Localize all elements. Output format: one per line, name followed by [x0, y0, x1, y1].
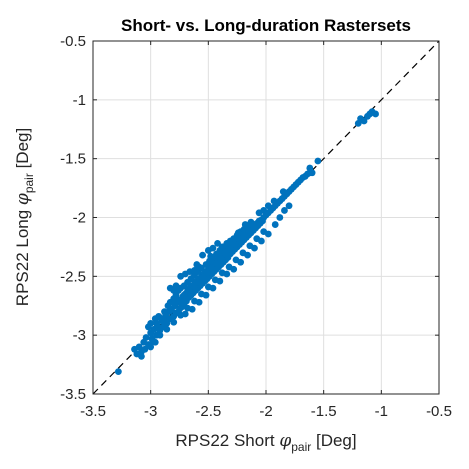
x-tick-label: -2 [259, 403, 272, 420]
data-point [265, 202, 272, 209]
y-tick-label: -2 [73, 210, 86, 227]
data-point [131, 346, 138, 353]
y-axis-label-subscript: pair [22, 173, 36, 193]
data-point [272, 221, 279, 228]
y-tick-label: -0.5 [60, 33, 86, 50]
y-axis-label-suffix: [Deg] [13, 128, 32, 173]
x-tick-label: -0.5 [426, 403, 452, 420]
data-point [265, 231, 272, 238]
data-point [145, 324, 152, 331]
data-point [372, 111, 379, 118]
data-point [251, 245, 258, 252]
x-tick-label: -3 [144, 403, 157, 420]
y-axis-label-prefix: RPS22 Long [13, 205, 32, 306]
data-point [235, 229, 242, 236]
x-tick-label: -2.5 [195, 403, 221, 420]
data-point [173, 282, 180, 289]
data-point [138, 353, 145, 360]
data-point [237, 259, 244, 266]
data-point [258, 238, 265, 245]
data-point [230, 266, 237, 273]
data-point [196, 299, 203, 306]
data-point [182, 311, 189, 318]
data-point [242, 221, 249, 228]
data-point [219, 244, 226, 251]
data-point [315, 158, 322, 165]
data-point [189, 306, 196, 313]
data-point [210, 285, 217, 292]
x-tick-label: -1.5 [311, 403, 337, 420]
data-point [223, 271, 230, 278]
x-axis-label: RPS22 Short φpair [Deg] [175, 431, 356, 454]
chart-title: Short- vs. Long-duration Rastersets [121, 16, 411, 35]
x-axis-label-prefix: RPS22 Short [175, 431, 279, 450]
x-tick-label: -3.5 [80, 403, 106, 420]
data-point [271, 198, 278, 205]
data-point [207, 253, 214, 260]
data-point [167, 307, 174, 314]
x-axis-label-subscript: pair [291, 440, 311, 454]
data-point [276, 214, 283, 221]
data-point [152, 339, 159, 346]
y-axis-label: RPS22 Long φpair [Deg] [13, 128, 36, 306]
data-point [193, 261, 200, 268]
data-point [203, 292, 210, 299]
data-point [115, 368, 122, 375]
data-point [250, 222, 257, 229]
data-point [244, 252, 251, 259]
data-point [170, 319, 177, 326]
x-tick-label: -1 [375, 403, 388, 420]
data-point [280, 188, 287, 195]
y-tick-label: -1 [73, 92, 86, 109]
y-tick-label: -3.5 [60, 386, 86, 403]
y-axis-label-symbol: φ [13, 193, 33, 205]
data-point [199, 252, 206, 259]
data-point [156, 332, 163, 339]
data-point [309, 169, 316, 176]
y-tick-label: -3 [73, 327, 86, 344]
data-point [286, 202, 293, 209]
x-axis-label-suffix: [Deg] [311, 431, 356, 450]
data-point [216, 278, 223, 285]
y-tick-label: -1.5 [60, 151, 86, 168]
data-point [163, 326, 170, 333]
x-axis-label-symbol: φ [279, 431, 291, 451]
y-tick-label: -2.5 [60, 268, 86, 285]
